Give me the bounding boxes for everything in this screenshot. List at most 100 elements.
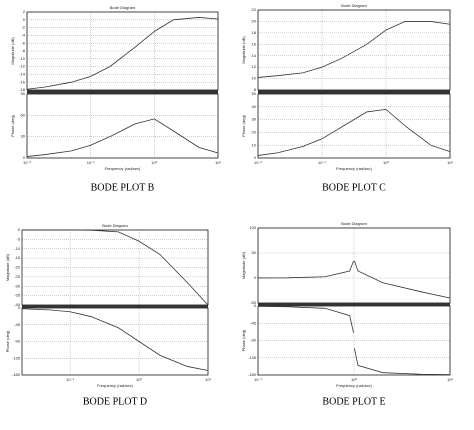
- chart-title: Bode Diagram: [110, 5, 136, 10]
- y-tick-label: 0: [18, 305, 21, 310]
- curve: [257, 108, 451, 156]
- y-tick-label: -12: [19, 64, 26, 69]
- x-tick-label: 10¹: [205, 377, 211, 382]
- y-axis-label: Magnitude (dB): [10, 37, 15, 65]
- y-tick-label: 16: [252, 41, 257, 46]
- y-axis-label: Phase (deg): [241, 329, 246, 351]
- panel-divider: [258, 303, 450, 306]
- y-tick-label: -4: [21, 32, 25, 37]
- curve: [257, 21, 451, 78]
- x-axis-label: Frequency (rad/sec): [336, 166, 372, 171]
- y-tick-label: -6: [21, 40, 25, 45]
- panel-divider: [22, 305, 208, 308]
- y-tick-label: -45: [14, 322, 21, 327]
- chart-title: Bode Diagram: [341, 3, 367, 8]
- panel-divider: [27, 90, 218, 94]
- y-tick-label: 50: [252, 250, 257, 255]
- plot-frame: [257, 9, 451, 91]
- x-tick-label: 10⁻²: [23, 160, 32, 165]
- y-axis-label: Magnitude (dB): [5, 253, 10, 281]
- y-tick-label: 18: [252, 30, 257, 35]
- x-tick-label: 10⁻¹: [254, 377, 263, 382]
- y-tick-label: -35: [14, 293, 21, 298]
- x-tick-label: 10⁰: [136, 377, 142, 382]
- y-tick-label: 90: [21, 91, 26, 96]
- curve: [21, 308, 209, 371]
- plot-caption: BODE PLOT C: [322, 182, 386, 193]
- x-tick-label: 10⁻¹: [87, 160, 96, 165]
- x-tick-label: 10¹: [447, 160, 453, 165]
- plot-frame: [257, 93, 451, 159]
- chart-title: Bode Diagram: [341, 221, 367, 226]
- curve: [22, 229, 209, 306]
- y-tick-label: 0: [23, 155, 26, 160]
- x-tick-label: 10⁰: [351, 377, 357, 382]
- plot-frame: [26, 93, 219, 159]
- y-tick-label: 30: [21, 134, 26, 139]
- y-tick-label: 10: [252, 76, 257, 81]
- y-tick-label: 30: [252, 117, 257, 122]
- y-tick-label: -135: [12, 355, 21, 360]
- y-tick-label: 14: [252, 53, 257, 58]
- y-tick-label: 22: [252, 7, 257, 12]
- y-tick-label: -10: [19, 56, 26, 61]
- curve: [26, 118, 219, 157]
- y-tick-label: -30: [14, 283, 21, 288]
- x-tick-label: 10⁻¹: [318, 160, 327, 165]
- y-tick-label: -2: [21, 25, 25, 30]
- y-tick-label: 0: [254, 303, 257, 308]
- y-tick-label: 8: [254, 87, 257, 92]
- plot-caption: BODE PLOT D: [83, 396, 147, 407]
- curve: [257, 260, 451, 299]
- y-axis-label: Phase (deg): [241, 114, 246, 136]
- y-tick-label: 60: [21, 112, 26, 117]
- y-tick-label: 0: [254, 155, 257, 160]
- y-tick-label: 0: [254, 275, 257, 280]
- curve: [26, 17, 219, 90]
- y-tick-label: 20: [252, 18, 257, 23]
- y-tick-label: -180: [12, 372, 21, 377]
- y-tick-label: 50: [252, 91, 257, 96]
- x-tick-label: 10⁰: [151, 160, 157, 165]
- y-tick-label: 12: [252, 64, 257, 69]
- x-tick-label: 10¹: [215, 160, 221, 165]
- y-tick-label: 100: [249, 225, 256, 230]
- x-tick-label: 10⁻¹: [66, 377, 75, 382]
- y-tick-label: -135: [248, 355, 257, 360]
- x-tick-label: 10¹: [447, 377, 453, 382]
- y-tick-label: -15: [14, 255, 21, 260]
- y-tick-label: 2: [23, 9, 26, 14]
- y-tick-label: -20: [14, 265, 21, 270]
- y-tick-label: 40: [252, 104, 257, 109]
- x-axis-label: Frequency (rad/sec): [105, 166, 141, 171]
- panel-divider: [258, 90, 450, 94]
- y-tick-label: -5: [16, 236, 20, 241]
- y-axis-label: Phase (deg): [5, 330, 10, 352]
- chart-title: Bode Diagram: [102, 223, 128, 228]
- y-tick-label: -14: [19, 71, 26, 76]
- plot-caption: BODE PLOT E: [322, 396, 385, 407]
- y-axis-label: Phase (deg): [10, 114, 15, 136]
- y-tick-label: 0: [23, 17, 26, 22]
- y-tick-label: -16: [19, 79, 26, 84]
- x-axis-label: Frequency (rad/sec): [97, 383, 133, 388]
- y-tick-label: 0: [18, 227, 21, 232]
- x-axis-label: Frequency (rad/sec): [336, 383, 372, 388]
- y-tick-label: -10: [14, 246, 21, 251]
- x-tick-label: 10⁰: [383, 160, 389, 165]
- x-tick-label: 10⁻²: [254, 160, 263, 165]
- y-tick-label: -40: [14, 302, 21, 307]
- y-tick-label: -50: [250, 300, 257, 305]
- plot-caption: BODE PLOT B: [91, 182, 155, 193]
- y-tick-label: -8: [21, 48, 25, 53]
- y-axis-label: Magnitude (dB): [241, 251, 246, 279]
- y-tick-label: -90: [250, 338, 257, 343]
- y-tick-label: -90: [14, 339, 21, 344]
- y-tick-label: -45: [250, 320, 257, 325]
- y-axis-label: Magnitude (dB): [241, 36, 246, 64]
- y-tick-label: -25: [14, 274, 21, 279]
- y-tick-label: 20: [252, 129, 257, 134]
- curve: [257, 305, 451, 376]
- y-tick-label: -18: [19, 87, 26, 92]
